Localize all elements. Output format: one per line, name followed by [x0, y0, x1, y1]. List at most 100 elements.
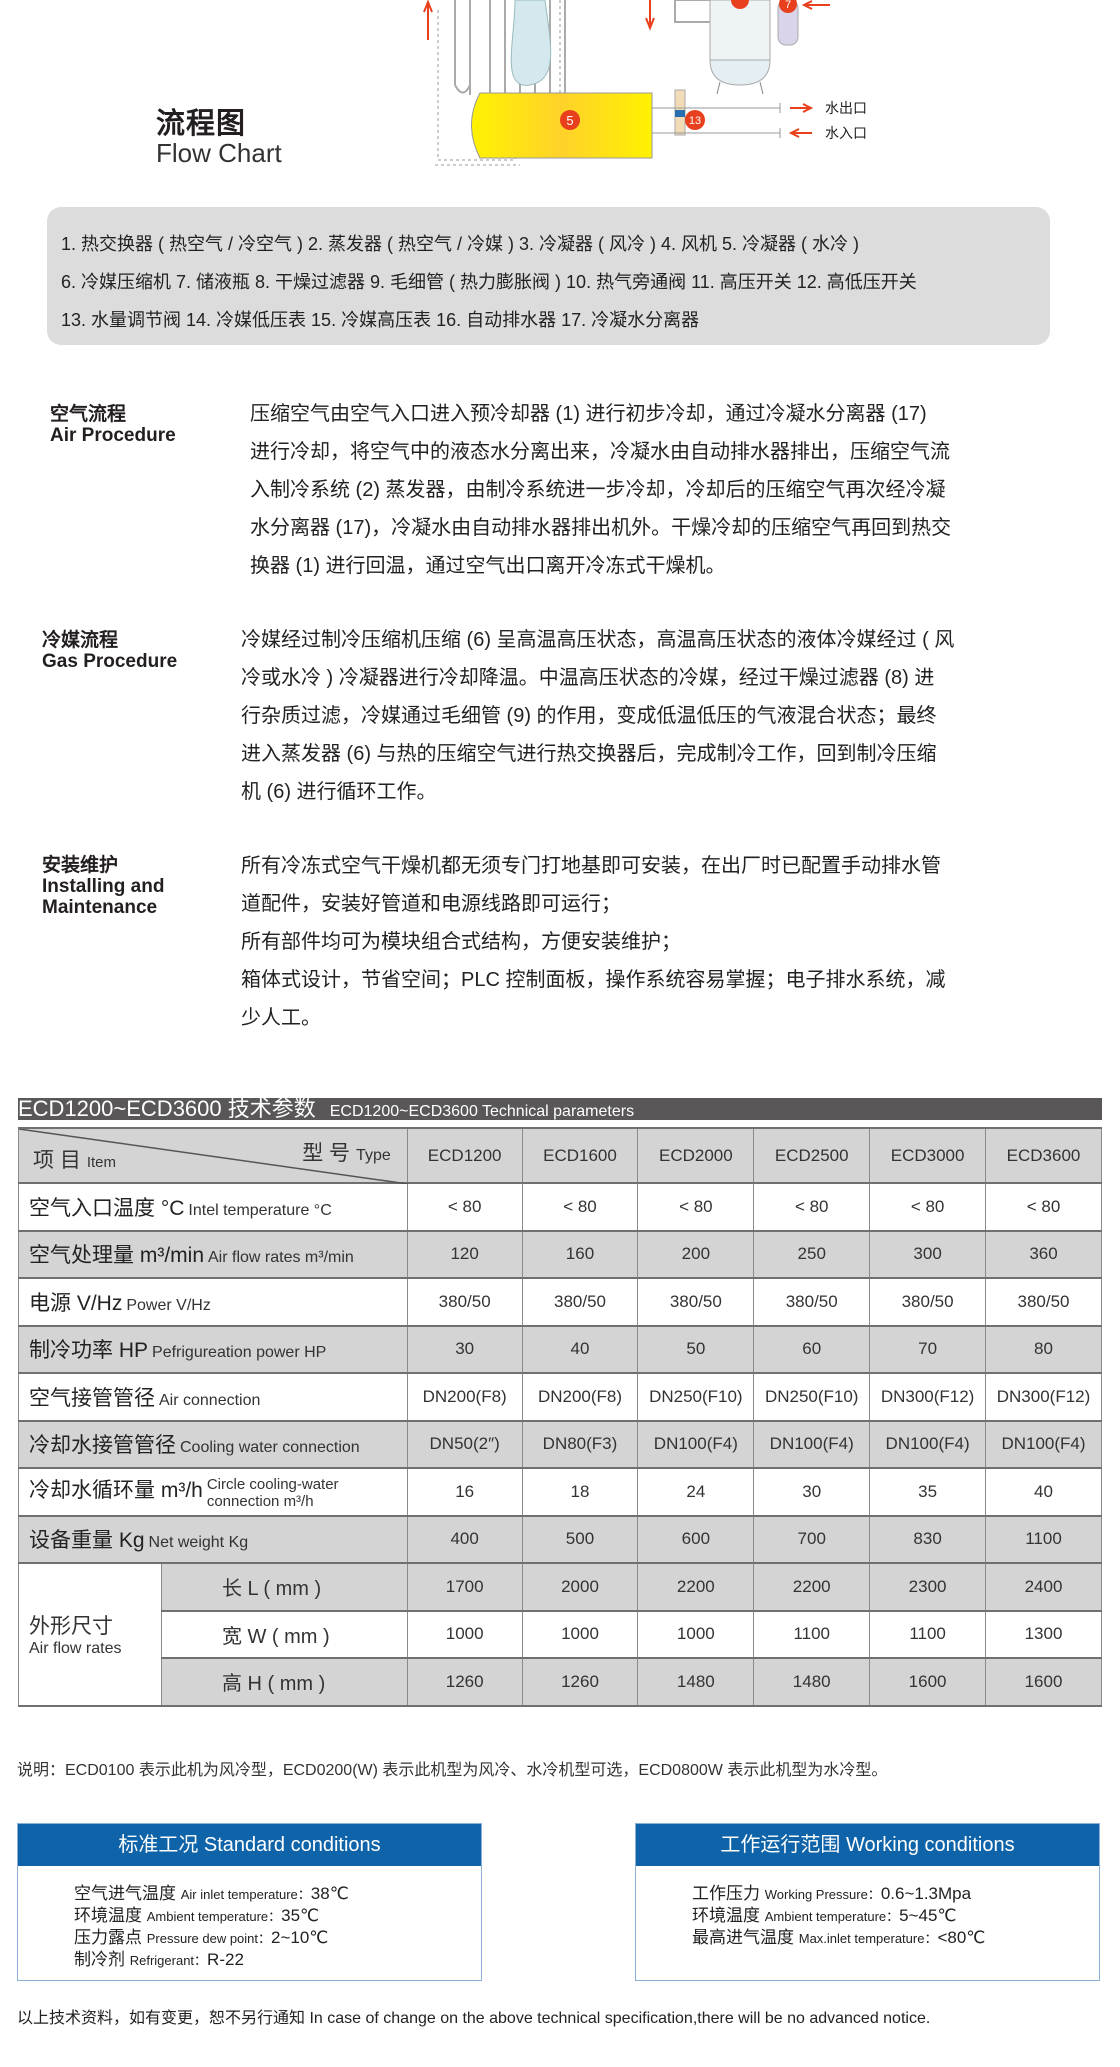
condition-value: 35℃	[281, 1906, 320, 1925]
label-cn: 空气处理量 m³/min	[29, 1244, 204, 1268]
flow-chart-title-cn: 流程图	[156, 108, 247, 140]
row-label: 设备重量 Kg Net weight Kg	[18, 1514, 408, 1564]
model-header: ECD3600	[985, 1127, 1102, 1184]
type-label: 型 号 Type	[302, 1137, 391, 1167]
value-cell: < 80	[406, 1182, 523, 1232]
text-line: 行杂质过滤，冷媒通过毛细管 (9) 的作用，变成低温低压的气液混合状态；最终	[241, 705, 937, 727]
value-cell: DN100(F4)	[637, 1419, 755, 1469]
compressor-tank	[709, 0, 771, 95]
water-inlet-label: 水入口	[825, 125, 867, 141]
value-cell: 500	[521, 1514, 639, 1564]
value-cell: DN200(F8)	[521, 1372, 639, 1422]
air-procedure-heading: 空气流程 Air Procedure	[50, 404, 176, 446]
value-cell: 300	[869, 1229, 987, 1279]
type-cn: 型 号	[302, 1142, 351, 1165]
water-outlet-label: 水出口	[825, 100, 867, 116]
dimension-label: 宽 W ( mm )	[160, 1609, 408, 1659]
row-label: 冷却水接管管径 Cooling water connection	[18, 1419, 408, 1469]
dimensions-label: 外形尺寸 Air flow rates	[18, 1562, 162, 1707]
value-cell: 1300	[985, 1609, 1102, 1659]
text-line: 压缩空气由空气入口进入预冷却器 (1) 进行初步冷却，通过冷凝水分离器 (17)	[250, 403, 927, 425]
condition-en: Working Pressure：	[764, 1887, 881, 1902]
value-cell: DN250(F10)	[753, 1372, 871, 1422]
label-en: Circle cooling-water connection m³/h	[206, 1475, 339, 1510]
item-cn: 项 目	[33, 1149, 81, 1172]
flow-chart-title-en: Flow Chart	[156, 138, 282, 168]
condition-cn: 空气进气温度	[74, 1884, 181, 1903]
heading-en: Gas Procedure	[42, 651, 178, 672]
air-procedure-text: 压缩空气由空气入口进入预冷却器 (1) 进行初步冷却，通过冷凝水分离器 (17)…	[250, 395, 1040, 585]
liquid-receiver: 7	[777, 0, 799, 46]
table-row: 宽 W ( mm ) 1000 1000 1000 1100 1100 1300	[19, 1609, 1102, 1659]
value-cell: < 80	[521, 1182, 639, 1232]
label-cn: 空气接管管径	[29, 1386, 155, 1410]
label-en: Net weight Kg	[148, 1534, 249, 1552]
value-cell: DN50(2″)	[406, 1419, 523, 1469]
model-header: ECD2000	[637, 1127, 755, 1184]
table-row: 外形尺寸 Air flow rates 长 L ( mm ) 1700 2000 2200…	[18, 1562, 1102, 1707]
value-cell: 1480	[753, 1657, 871, 1707]
label-cn: 电源 V/Hz	[29, 1291, 123, 1315]
label-en: Air flow rates m³/min	[208, 1249, 354, 1267]
value-cell: 2300	[869, 1562, 987, 1612]
item-type-header: 型 号 Type 项 目 Item	[18, 1127, 408, 1184]
value-cell: 2200	[637, 1562, 755, 1612]
table-row: 冷却水接管管径 Cooling water connection DN50(2″) D…	[18, 1419, 1102, 1469]
label-en: Intel temperature °C	[188, 1201, 332, 1219]
label-cn: 冷却水循环量 m³/h	[29, 1478, 203, 1502]
label-cn: 空气入口温度 °C	[29, 1196, 185, 1220]
value-cell: 700	[753, 1514, 871, 1564]
heading-cn: 冷媒流程	[42, 630, 119, 651]
label-en: Pefrigureation power HP	[152, 1344, 327, 1362]
value-cell: < 80	[869, 1182, 987, 1232]
condition-en: Ambient temperature：	[146, 1909, 282, 1924]
condition-value: R-22	[207, 1950, 244, 1969]
text-line: 水分离器 (17)，冷凝水由自动排水器排出机外。干燥冷却的压缩空气再回到热交	[250, 517, 952, 539]
svg-text:13: 13	[689, 115, 701, 127]
flow-diagram: 7 5 13 水出口 水入口	[423, 0, 867, 166]
condition-item: 环境温度 Ambient temperature：35℃	[74, 1905, 481, 1927]
condition-item: 环境温度 Ambient temperature：5~45℃	[692, 1905, 1099, 1927]
legend-line: 1. 热交换器 ( 热空气 / 冷空气 ) 2. 蒸发器 ( 热空气 / 冷媒 …	[61, 234, 860, 254]
box-header: 工作运行范围 Working conditions	[636, 1824, 1099, 1866]
table-row: 空气接管管径 Air connection DN200(F8) DN200(F8) DN…	[18, 1372, 1102, 1422]
value-cell: DN250(F10)	[637, 1372, 755, 1422]
spec-table: 型 号 Type 项 目 Item ECD1200 ECD1600 ECD2000 ECD25…	[18, 1127, 1102, 1707]
value-cell: 40	[985, 1467, 1102, 1517]
value-cell: 40	[521, 1324, 639, 1374]
condition-value: 5~45℃	[899, 1906, 957, 1925]
table-row: 高 H ( mm ) 1260 1260 1480 1480 1600 1600	[19, 1657, 1102, 1707]
value-cell: DN80(F3)	[521, 1419, 639, 1469]
arrow-down	[645, 0, 655, 31]
heading-cn: 空气流程	[50, 404, 127, 425]
label-cn: 冷却水接管管径	[29, 1434, 176, 1458]
standard-conditions-box: 标准工况 Standard conditions 空气进气温度 Air inle…	[17, 1823, 482, 1981]
model-header: ECD2500	[753, 1127, 871, 1184]
type-en: Type	[356, 1147, 391, 1164]
value-cell: 1000	[406, 1609, 523, 1659]
gas-procedure-heading: 冷媒流程 Gas Procedure	[42, 630, 177, 672]
row-label: 空气入口温度 °C Intel temperature °C	[18, 1182, 408, 1232]
item-label: 项 目 Item	[33, 1144, 116, 1174]
value-cell: 360	[985, 1229, 1102, 1279]
value-cell: 1000	[637, 1609, 755, 1659]
value-cell: DN300(F12)	[985, 1372, 1102, 1422]
gas-procedure-text: 冷媒经过制冷压缩机压缩 (6) 呈高温高压状态，高温高压状态的液体冷媒经过 ( …	[241, 621, 1031, 811]
value-cell: 70	[869, 1324, 987, 1374]
value-cell: 1100	[869, 1609, 987, 1659]
value-cell: DN300(F12)	[869, 1372, 987, 1422]
dashed-pipe	[435, 0, 561, 166]
value-cell: 1700	[406, 1562, 523, 1612]
condition-en: Ambient temperature：	[764, 1909, 900, 1924]
installing-heading: 安装维护 Installing and Maintenance	[42, 855, 202, 918]
value-cell: 1000	[521, 1609, 639, 1659]
condition-item: 空气进气温度 Air inlet temperature：38℃	[74, 1883, 481, 1905]
value-cell: 2400	[985, 1562, 1102, 1612]
text-line: 冷媒经过制冷压缩机压缩 (6) 呈高温高压状态，高温高压状态的液体冷媒经过 ( …	[241, 629, 955, 651]
condition-en: Refrigerant：	[129, 1953, 208, 1968]
svg-text:5: 5	[566, 113, 573, 128]
water-cooled-condenser: 5 13 水出口 水入口	[471, 89, 867, 159]
value-cell: 1260	[406, 1657, 523, 1707]
text-line: 道配件，安装好管道和电源线路即可运行；	[241, 893, 621, 915]
value-cell: 120	[406, 1229, 523, 1279]
